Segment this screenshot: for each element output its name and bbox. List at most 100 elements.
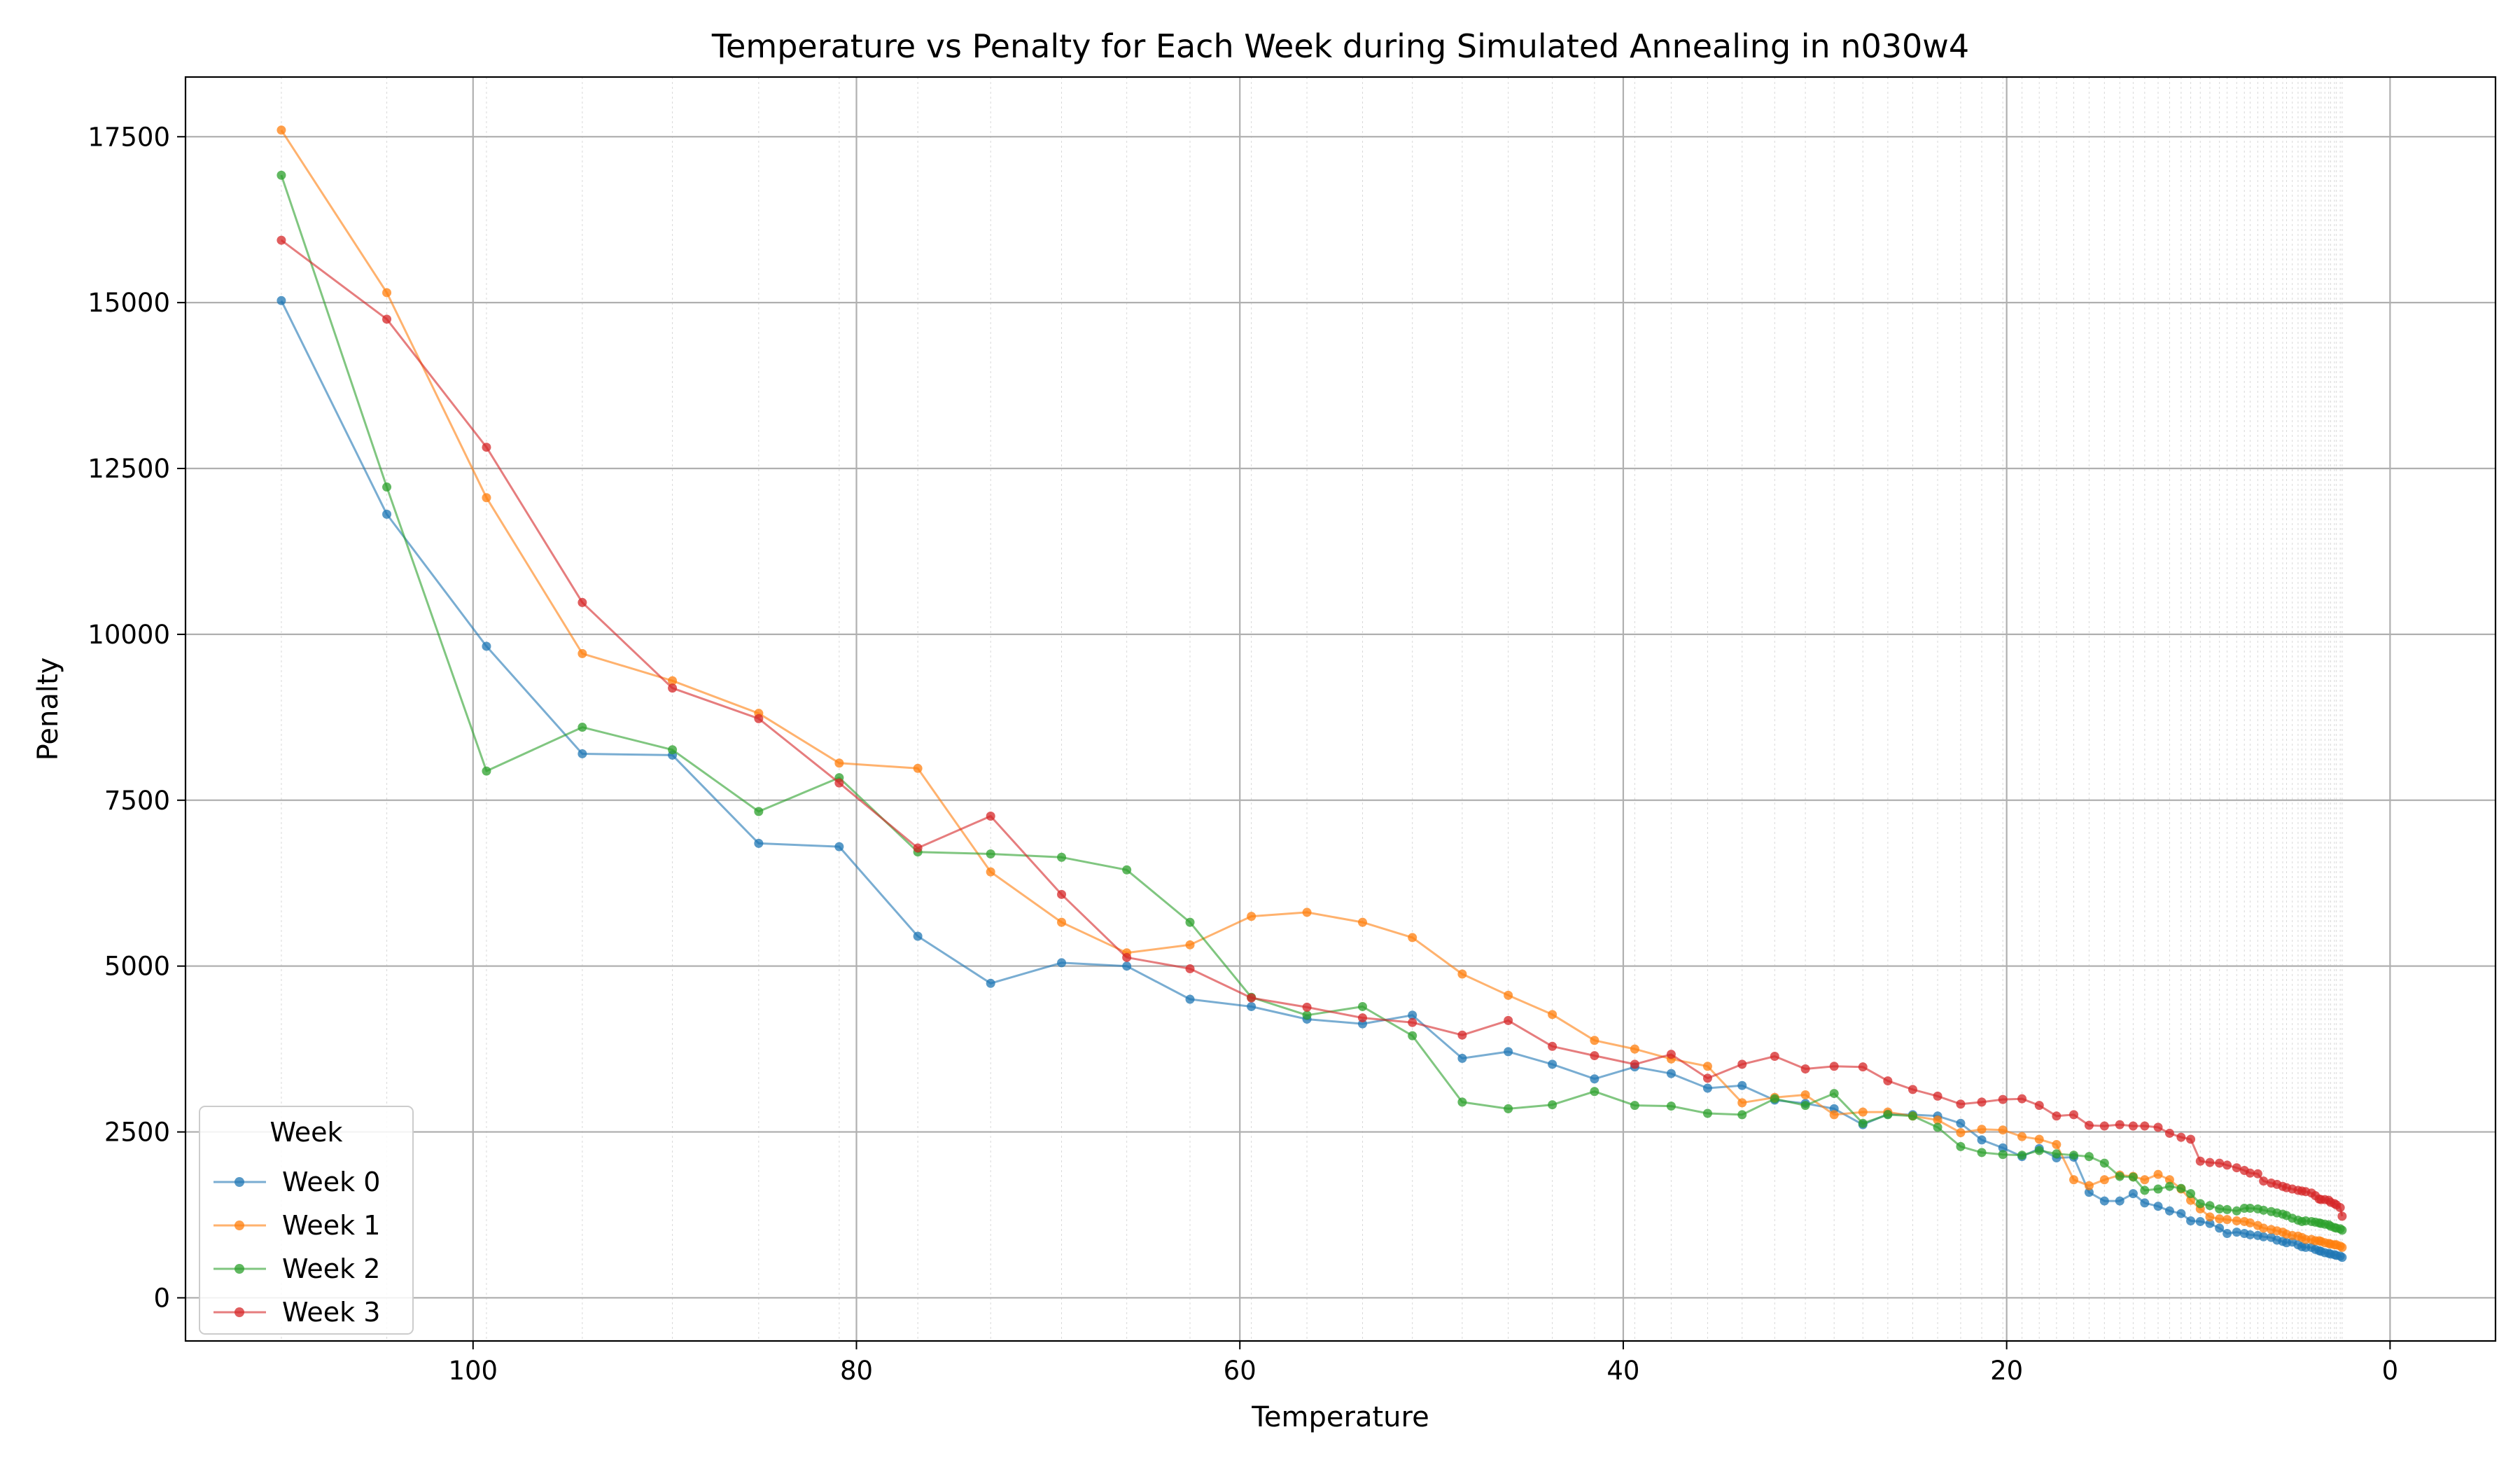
x-tick-label: 60 (1224, 1356, 1256, 1386)
data-point (2140, 1198, 2150, 1208)
y-tick-label: 0 (153, 1283, 170, 1313)
data-point (2232, 1206, 2241, 1216)
data-point (1956, 1099, 1966, 1109)
data-point (2164, 1175, 2174, 1185)
data-point (834, 758, 844, 768)
data-point (2195, 1216, 2205, 1226)
data-point (2099, 1158, 2109, 1168)
data-point (2215, 1204, 2225, 1214)
data-point (1548, 1010, 1558, 1020)
data-point (1977, 1097, 1987, 1107)
data-point (2232, 1163, 2241, 1173)
data-point (2205, 1201, 2215, 1211)
data-point (2259, 1232, 2269, 1242)
y-tick-label: 2500 (104, 1118, 170, 1148)
data-point (2017, 1132, 2027, 1141)
data-point (2115, 1120, 2124, 1129)
data-point (2335, 1203, 2345, 1213)
data-point (1702, 1062, 1712, 1071)
data-point (1548, 1100, 1558, 1110)
data-point (1998, 1150, 2008, 1160)
data-point (754, 838, 764, 848)
data-point (1737, 1059, 1747, 1069)
data-point (1858, 1118, 1868, 1128)
data-point (2245, 1168, 2255, 1178)
data-point (1737, 1098, 1747, 1108)
data-point (1956, 1118, 1966, 1128)
data-point (1770, 1052, 1779, 1062)
data-point (2186, 1216, 2196, 1226)
data-point (1057, 889, 1067, 899)
data-point (2052, 1149, 2062, 1159)
y-tick-label: 7500 (104, 786, 170, 816)
data-point (1185, 917, 1195, 927)
y-tick-label: 5000 (104, 952, 170, 982)
legend-items: Week 0 Week 1 Week 2 Week 3 (214, 1167, 380, 1328)
data-point (1057, 917, 1067, 927)
data-point (2128, 1172, 2138, 1182)
data-point (1998, 1125, 2008, 1135)
series-week-2 (276, 170, 2347, 1235)
data-point (1185, 994, 1195, 1004)
data-point (2245, 1218, 2255, 1228)
data-point (2099, 1175, 2109, 1185)
legend-item-week-1: Week 1 (214, 1210, 380, 1241)
data-point (1800, 1090, 1810, 1099)
legend-label: Week 0 (282, 1167, 380, 1197)
data-point (986, 812, 995, 821)
data-point (1247, 1001, 1256, 1011)
data-point (2153, 1169, 2163, 1179)
y-tick-label: 17500 (88, 122, 170, 152)
legend-title: Week (270, 1117, 342, 1148)
data-point (1057, 852, 1067, 862)
data-point (1457, 1053, 1467, 1063)
data-point (986, 867, 995, 877)
data-point (2099, 1121, 2109, 1131)
data-point (2069, 1175, 2079, 1185)
data-point (1977, 1125, 1987, 1134)
data-point (2232, 1216, 2241, 1226)
data-point (1858, 1107, 1868, 1117)
data-point (754, 714, 764, 723)
data-point (1457, 1097, 1467, 1107)
data-point (2195, 1156, 2205, 1166)
data-point (1247, 993, 1256, 1003)
legend-item-week-2: Week 2 (214, 1253, 380, 1284)
data-point (2215, 1223, 2225, 1233)
data-point (1800, 1064, 1810, 1074)
data-point (1302, 1010, 1312, 1020)
data-point (2164, 1206, 2174, 1216)
y-tick-label: 12500 (88, 454, 170, 484)
data-point (276, 296, 286, 305)
data-point (276, 170, 286, 180)
data-point (1357, 1001, 1367, 1011)
legend-swatch-marker (234, 1221, 244, 1230)
data-point (2259, 1223, 2269, 1233)
data-point (1883, 1076, 1893, 1086)
data-point (578, 749, 587, 758)
data-point (1666, 1101, 1676, 1111)
data-point (2128, 1189, 2138, 1199)
data-point (1504, 1104, 1513, 1113)
data-point (482, 641, 491, 651)
data-point (1829, 1110, 1839, 1120)
data-point (986, 978, 995, 988)
data-point (834, 842, 844, 851)
data-point (668, 745, 678, 755)
data-point (578, 648, 587, 658)
data-point (2069, 1110, 2079, 1120)
data-point (2245, 1203, 2255, 1213)
data-point (1590, 1036, 1600, 1045)
data-point (1408, 1017, 1418, 1027)
data-point (1829, 1089, 1839, 1099)
legend-swatch-marker (234, 1264, 244, 1274)
data-point (1057, 958, 1067, 968)
data-point (1302, 1002, 1312, 1012)
data-point (834, 778, 844, 788)
data-point (1829, 1062, 1839, 1071)
data-point (1956, 1127, 1966, 1137)
data-point (1548, 1059, 1558, 1069)
data-point (1933, 1115, 1942, 1125)
data-point (482, 493, 491, 503)
data-point (2052, 1140, 2062, 1150)
